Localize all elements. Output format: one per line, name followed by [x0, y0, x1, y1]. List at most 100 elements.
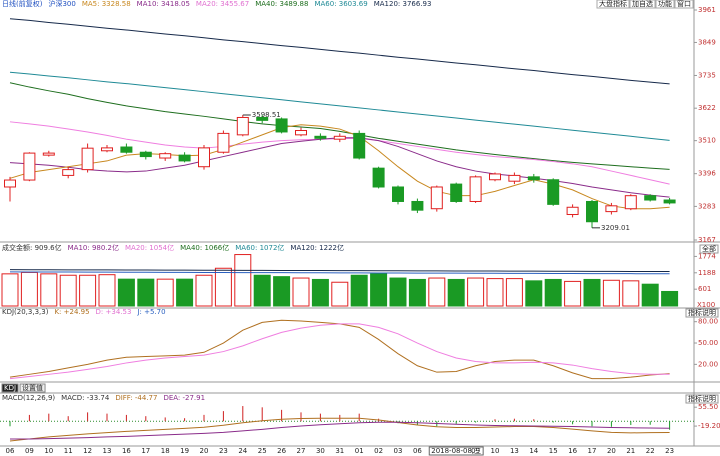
indicator-button[interactable]: 指标说明 — [688, 308, 716, 317]
x-tick-label: 10 — [491, 447, 500, 455]
tab[interactable] — [19, 383, 46, 393]
toolbar-frame[interactable] — [596, 0, 630, 9]
x-tick-label: 22 — [646, 447, 655, 455]
volume-bar — [622, 280, 640, 307]
candle-body — [159, 153, 172, 159]
candle-body — [353, 132, 366, 159]
candle-body — [42, 152, 55, 156]
candle-body — [624, 195, 637, 210]
candle-body — [411, 200, 424, 211]
candle-body — [586, 200, 598, 223]
series-line — [9, 82, 670, 170]
series-line — [9, 71, 670, 141]
candle-body — [217, 132, 230, 153]
candle-body — [644, 195, 657, 201]
volume-bar — [273, 276, 291, 307]
volume-bar — [253, 274, 271, 307]
indicator-button[interactable]: 指标说明 — [688, 394, 716, 403]
annotation: 3209.01 — [601, 224, 630, 232]
x-tick-label: 03 — [394, 447, 403, 455]
y-tick-label: 3396 — [698, 170, 716, 178]
header-label: MA10: 980.2亿 — [68, 243, 119, 252]
candle-body — [139, 151, 152, 158]
x-tick-label: 09 — [471, 447, 480, 455]
indicator-button-frame[interactable] — [685, 394, 719, 404]
y-tick-label: 1188 — [698, 269, 716, 277]
candle-body — [508, 174, 521, 182]
volume-bar — [505, 278, 523, 307]
volume-bar — [20, 271, 38, 307]
volume-bar — [583, 278, 601, 307]
toolbar-frame[interactable] — [674, 0, 694, 9]
candle-body — [256, 116, 269, 121]
x-tick-label: 09 — [25, 447, 34, 455]
candle-body — [314, 135, 327, 139]
y-tick-label: 3735 — [698, 71, 716, 79]
volume-bar — [486, 278, 504, 307]
volume-bar — [408, 278, 426, 307]
x-tick-label: 20 — [607, 447, 616, 455]
toolbar-frame[interactable] — [629, 0, 656, 9]
indicator-button-frame[interactable] — [699, 244, 719, 254]
volume-bar — [331, 281, 349, 307]
x-tick-label: 10 — [44, 447, 53, 455]
series-line — [9, 269, 670, 273]
y-tick-label: 20.00 — [698, 360, 718, 368]
toolbar-frame[interactable] — [655, 0, 675, 9]
x-tick-label: 11 — [64, 447, 73, 455]
header-label: 沪深300 — [48, 0, 75, 8]
candle-body — [295, 130, 307, 136]
toolbar-button[interactable]: 窗口 — [677, 0, 691, 8]
toolbar-button[interactable]: 功能 — [658, 0, 672, 8]
header-label: J: +5.70 — [136, 308, 165, 316]
candle-body — [120, 146, 133, 153]
y-tick-label: 80.00 — [698, 318, 718, 326]
y-tick-label: -19.20 — [698, 422, 720, 430]
candle-body — [178, 154, 191, 162]
volume-bar — [137, 278, 155, 307]
volume-bar — [525, 280, 543, 307]
candle-body — [236, 116, 249, 136]
x-tick-label: 21 — [626, 447, 635, 455]
volume-bar — [564, 280, 582, 307]
volume-bar — [292, 277, 310, 307]
candle-body — [333, 135, 346, 140]
candle-body — [275, 118, 288, 133]
toolbar-button[interactable]: 加自选 — [632, 0, 653, 8]
volume-bar — [447, 278, 465, 307]
tab[interactable] — [1, 383, 19, 393]
indicator-button-frame[interactable] — [685, 308, 719, 318]
candle-body — [62, 169, 75, 176]
tab-label[interactable]: 设置值 — [22, 383, 43, 392]
candle-body — [605, 205, 618, 213]
annotation: 3598.51 — [252, 111, 281, 119]
volume-bar — [602, 279, 620, 307]
volume-bar — [40, 273, 58, 307]
header-label: 成交金额: 909.6亿 — [2, 243, 62, 252]
candle-body — [23, 152, 36, 181]
volume-bar — [350, 274, 368, 307]
header-label: MA5: 3328.58 — [82, 0, 131, 8]
header-label: MA120: 1222亿 — [290, 243, 344, 252]
header-label: MA60: 1072亿 — [235, 243, 284, 252]
series-line — [9, 271, 670, 275]
y-tick-label: 3167 — [698, 236, 716, 244]
indicator-button[interactable]: 全部 — [702, 244, 716, 253]
y-tick-label: 50.00 — [698, 339, 718, 347]
x-tick-label: 20 — [200, 447, 209, 455]
volume-bar — [428, 277, 446, 307]
header-label: DIFF: -44.77 — [115, 394, 157, 402]
candle-body — [663, 199, 676, 204]
volume-bar — [467, 277, 485, 307]
y-tick-label: 601 — [698, 285, 711, 293]
x-tick-label: 25 — [258, 447, 267, 455]
unit-label: X100 — [697, 301, 715, 309]
volume-bar — [661, 290, 679, 307]
x-tick-label: 13 — [510, 447, 519, 455]
candle-body — [4, 179, 16, 188]
header-label: KDJ(20,3,3,3) — [2, 308, 49, 316]
tab-label[interactable]: KDJ — [4, 384, 16, 392]
candle-body — [430, 186, 443, 210]
x-tick-label: 13 — [103, 447, 112, 455]
toolbar-button[interactable]: 大盘指标 — [599, 0, 627, 8]
